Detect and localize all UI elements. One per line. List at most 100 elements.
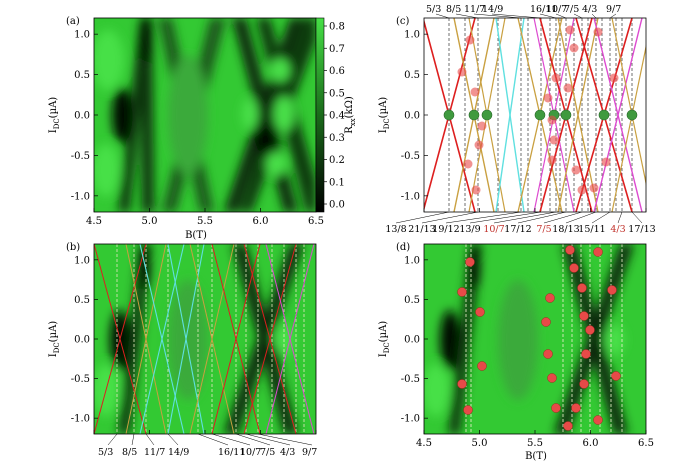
red-marker [477,121,487,131]
fraction-label: 11/7 [464,4,485,15]
fraction-leader [167,433,179,446]
fraction-label: 8/5 [446,4,461,15]
green-marker [598,109,610,121]
xtick-label: 5.0 [472,438,488,449]
colorbar-tick-label: 0.5 [329,88,345,99]
colorbar-tick-label: 0.8 [329,22,345,33]
fraction-label: 9/7 [302,447,317,458]
colorbar-tick-label: 0.2 [329,155,345,166]
fraction-label: 4/3 [280,447,295,458]
red-marker [601,157,611,167]
ytick-label: 1.0 [74,30,90,41]
fraction-leader [555,13,567,19]
red-marker [569,263,579,273]
red-marker [565,245,575,255]
panel-a-heatmap [94,18,316,212]
xtick-label: 6.0 [253,216,269,227]
fraction-label: 10/7 [240,447,261,458]
red-marker [475,307,485,317]
ytick-label: 0.5 [404,295,420,306]
red-marker [585,325,595,335]
mode-line [265,244,315,434]
fraction-label: 10/7 [546,4,567,15]
colorbar-tick-label: 0.3 [329,133,345,144]
xtick-label: 6.0 [583,438,599,449]
green-marker [626,109,638,121]
rxx-sub: xx [349,118,357,126]
red-marker [547,155,557,165]
fraction-leader [131,433,135,446]
fraction-leader [609,13,617,19]
panel-b-heatmap [94,244,316,434]
fraction-leader [539,13,557,19]
panel-b-lines [94,244,315,434]
ytick-label: -1.0 [71,191,90,202]
red-marker [579,379,589,389]
red-marker [463,159,473,169]
red-marker [571,165,581,175]
fraction-label: 13/9 [459,224,480,235]
fraction-label: 19/12 [432,224,459,235]
red-marker [579,311,589,321]
ytick-label: 0.0 [404,111,420,122]
red-marker [465,257,475,267]
green-marker [534,109,546,121]
fraction-label: 16/11 [218,447,245,458]
panel-d-heatmap [424,244,646,434]
red-marker [543,349,553,359]
red-marker [571,403,581,413]
panel-d: (d) [396,242,647,435]
ytick-label: -1.0 [401,191,420,202]
red-marker [457,287,467,297]
fraction-leader [543,211,583,224]
ytick-label: 0.0 [74,335,90,346]
fraction-label: 5/3 [426,4,441,15]
ytick-label: -1.0 [71,414,90,425]
mode-line [211,244,261,434]
fraction-label: 4/3 [582,4,597,15]
fraction-label: 13/8 [385,224,406,235]
xtick-label: 6.5 [638,438,654,449]
mode-line [125,244,167,434]
xtick-label: 4.5 [416,438,432,449]
red-marker [547,373,557,383]
fraction-leader [145,433,155,446]
fraction-label: 17/12 [504,224,531,235]
green-marker [443,109,455,121]
fraction-label: 17/13 [628,224,655,235]
fraction-leader [435,13,450,19]
red-marker [463,405,473,415]
panel-b-ylabel: IDC(µA) [48,321,61,358]
red-marker [563,83,573,93]
mode-line [593,18,643,212]
red-marker [543,93,553,103]
red-marker [551,403,561,413]
red-marker [607,285,617,295]
red-marker [545,293,555,303]
red-marker [457,379,467,389]
colorbar-tick-label: 0.0 [329,200,345,211]
green-marker [468,109,480,121]
fraction-leader [565,211,597,224]
panel-d-label: (d) [396,242,410,253]
xtick-label: 5.5 [527,438,543,449]
fraction-label: 14/9 [168,447,189,458]
red-marker [577,185,587,195]
red-marker [471,185,481,195]
ytick-label: 0.0 [404,335,420,346]
mode-line [94,244,147,434]
green-marker [560,109,572,121]
colorbar-tick-label: 0.1 [329,177,345,188]
red-marker [593,247,603,257]
fraction-label: 21/13 [408,224,435,235]
xtick-label: 5.0 [142,216,158,227]
fraction-leader [245,433,291,446]
ytick-label: 1.0 [74,255,90,266]
colorbar-gradient [315,17,325,213]
red-marker [563,421,573,431]
ytick-label: 0.5 [74,295,90,306]
red-marker [581,349,591,359]
ytick-label: 1.0 [404,255,420,266]
